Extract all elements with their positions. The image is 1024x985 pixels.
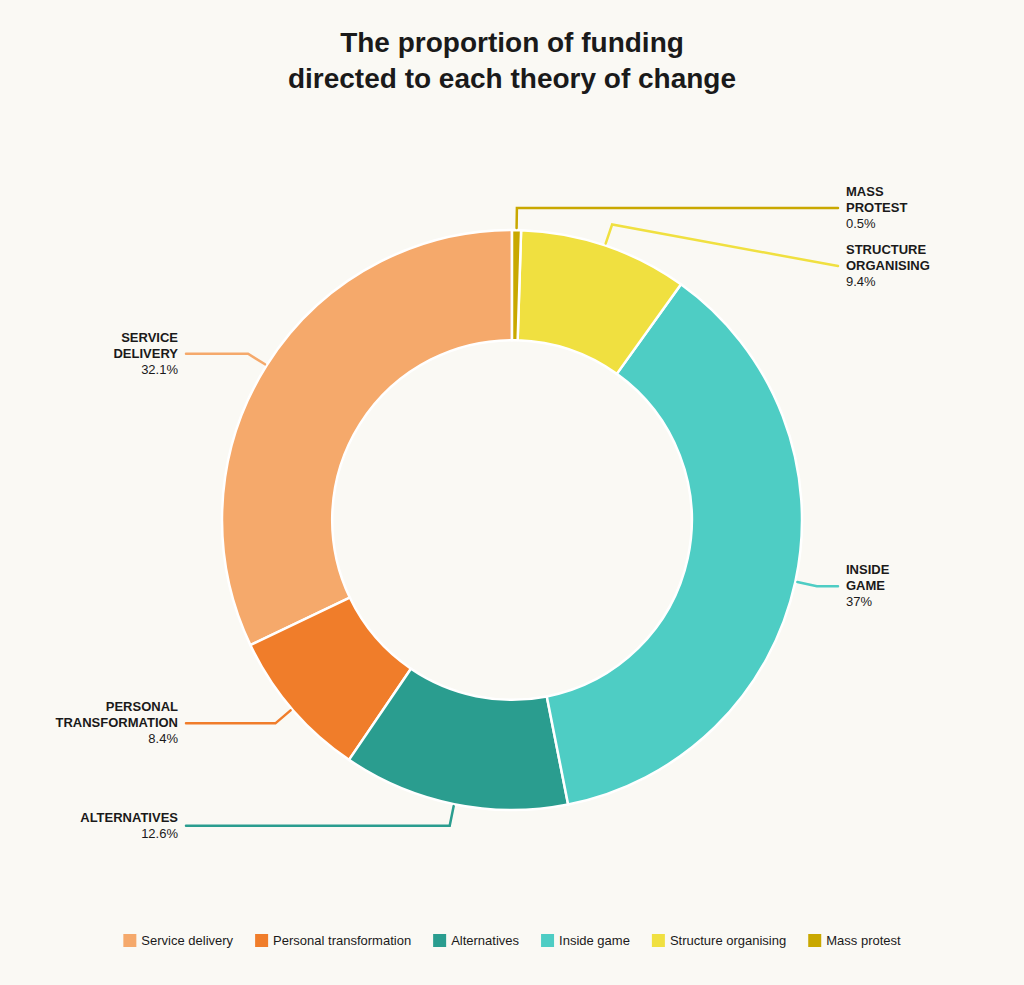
wedge	[349, 669, 568, 810]
annotation: MASSPROTEST	[846, 184, 907, 215]
data-label: 0.5%	[846, 216, 876, 231]
data-label: 9.4%	[846, 274, 876, 289]
data-label: 32.1%	[141, 362, 178, 377]
legend-label: Alternatives	[451, 933, 519, 948]
data-label: 37%	[846, 594, 872, 609]
legend-item: Mass protest	[808, 933, 901, 948]
annotation-line: ALTERNATIVES	[80, 810, 178, 825]
legend: Service delivery Personal transformation A…	[123, 933, 901, 948]
annotation: INSIDEGAME	[846, 562, 890, 593]
annotation-line: SERVICE	[121, 330, 178, 345]
title-line: directed to each theory of change	[288, 63, 736, 94]
leader-line	[186, 354, 265, 365]
legend-swatch	[123, 934, 136, 947]
legend-item: Alternatives	[433, 933, 519, 948]
wedge	[518, 230, 681, 374]
legend-label: Structure organising	[670, 933, 786, 948]
title: The proportion of funding directed to eac…	[288, 27, 736, 94]
legend-swatch	[808, 934, 821, 947]
chart: The proportion of funding directed to eac…	[0, 0, 1024, 985]
legend-item: Service delivery	[123, 933, 233, 948]
annotation-line: DELIVERY	[113, 346, 178, 361]
annotation-line: TRANSFORMATION	[55, 715, 178, 730]
leader-line	[606, 225, 838, 267]
annotation-line: INSIDE	[846, 562, 890, 577]
annotation-line: PROTEST	[846, 200, 907, 215]
annotation: ALTERNATIVES	[80, 810, 178, 825]
wedge	[512, 230, 521, 340]
annotation-line: STRUCTURE	[846, 242, 926, 257]
wedge	[222, 230, 512, 645]
legend-label: Mass protest	[826, 933, 901, 948]
annotation-line: MASS	[846, 184, 884, 199]
annotation: SERVICEDELIVERY	[113, 330, 178, 361]
annotation: PERSONALTRANSFORMATION	[55, 699, 178, 730]
legend-swatch	[433, 934, 446, 947]
legend-swatch	[255, 934, 268, 947]
legend-item: Personal transformation	[255, 933, 411, 948]
legend-label: Inside game	[559, 933, 630, 948]
wedge	[547, 284, 802, 804]
annotation: STRUCTUREORGANISING	[846, 242, 930, 273]
leader-line	[186, 710, 291, 723]
legend-item: Structure organising	[652, 933, 786, 948]
legend-swatch	[652, 934, 665, 947]
leader-line	[797, 582, 838, 586]
leader-line	[517, 208, 838, 228]
annotation-line: ORGANISING	[846, 258, 930, 273]
legend-item: Inside game	[541, 933, 630, 948]
data-label: 8.4%	[148, 731, 178, 746]
legend-label: Service delivery	[141, 933, 233, 948]
legend-label: Personal transformation	[273, 933, 411, 948]
title-line: The proportion of funding	[340, 27, 684, 58]
legend-swatch	[541, 934, 554, 947]
leader-line	[186, 806, 454, 826]
annotation-line: GAME	[846, 578, 885, 593]
data-label: 12.6%	[141, 826, 178, 841]
wedges	[222, 230, 802, 810]
annotation-line: PERSONAL	[106, 699, 178, 714]
labels: SERVICEDELIVERY32.1% PERSONALTRANSFORMATI…	[55, 184, 929, 841]
